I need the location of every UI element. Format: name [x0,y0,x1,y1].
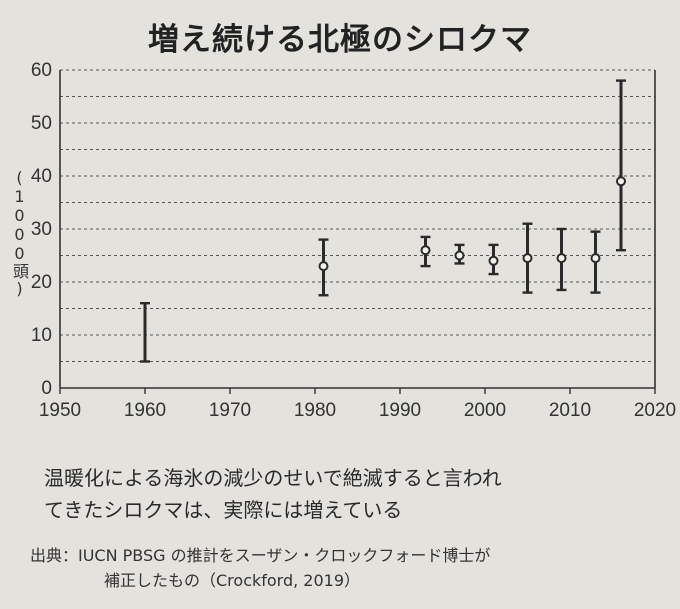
data-point [556,253,567,264]
x-tick-label: 1990 [379,400,421,421]
caption-line-2: てきたシロクマは、実際には増えている [44,498,403,522]
y-tick-label: 60 [31,60,52,81]
chart-title: 増え続ける北極のシロクマ [148,22,532,58]
y-tick-label: 0 [41,378,52,399]
data-point [318,261,329,272]
y-tick-label: 40 [31,166,52,187]
data-point [616,176,626,187]
source-note: 出典：IUCN PBSG の推計をスーザン・クロックフォード博士が 補正したもの… [30,543,660,593]
source-line-1: 出典：IUCN PBSG の推計をスーザン・クロックフォード博士が [30,546,491,565]
x-tick-label: 2010 [549,400,591,421]
y-tick-label: 10 [31,325,52,346]
chart-plot: 0 10 20 30 40 50 60 1950 1960 1970 1980 1990 2000 201… [31,60,676,421]
x-tick-label: 1950 [39,400,81,421]
x-tick-label: 1970 [209,400,251,421]
x-tick-label: 2000 [464,400,506,421]
y-tick-label: 30 [31,219,52,240]
x-tick-label: 1960 [124,400,166,421]
data-point [420,245,431,256]
data-point [590,253,601,264]
caption: 温暖化による海氷の減少のせいで絶滅すると言われ てきたシロクマは、実際には増えて… [44,462,644,526]
data-point [454,250,465,261]
y-axis-label: (1000頭) [10,168,29,298]
caption-line-1: 温暖化による海氷の減少のせいで絶滅すると言われ [44,466,502,490]
x-tick-label: 1980 [294,400,336,421]
source-line-2: 補正したもの（Crockford, 2019） [104,571,361,590]
data-point [488,255,499,266]
y-tick-label: 20 [31,272,52,293]
y-tick-label: 50 [31,113,52,134]
data-point [522,253,533,264]
x-tick-label: 2020 [634,400,676,421]
